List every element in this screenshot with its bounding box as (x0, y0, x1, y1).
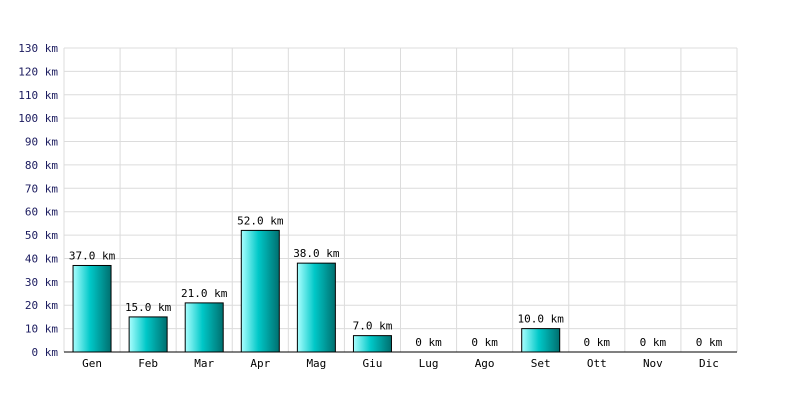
data-label-ago: 0 km (471, 336, 498, 349)
bar-mar (184, 302, 224, 353)
y-tick-label: 80 km (25, 159, 58, 172)
y-tick-label: 130 km (18, 42, 58, 55)
y-tick-label: 30 km (25, 276, 58, 289)
y-tick-label: 110 km (18, 89, 58, 102)
y-tick-label: 70 km (25, 182, 58, 195)
x-axis-ticks: Gen Feb Mar Apr Mag Giu Lug Ago Set Ott Nov Dic (82, 357, 719, 370)
y-tick-label: 40 km (25, 252, 58, 265)
x-tick-label-apr: Apr (250, 357, 270, 370)
x-tick-label-ott: Ott (587, 357, 607, 370)
x-tick-label-mar: Mar (194, 357, 214, 370)
data-labels: 37.0 km 15.0 km 21.0 km 52.0 km 38.0 km 7.0 k… (69, 214, 723, 349)
x-tick-label-mag: Mag (306, 357, 326, 370)
data-label-feb: 15.0 km (125, 301, 172, 314)
x-tick-label-nov: Nov (643, 357, 663, 370)
bar-apr (240, 229, 280, 353)
data-label-mar: 21.0 km (181, 287, 228, 300)
bar-mag (296, 262, 336, 353)
data-label-dic: 0 km (696, 336, 723, 349)
grid (63, 47, 738, 353)
y-tick-label: 90 km (25, 136, 58, 149)
data-label-set: 10.0 km (518, 313, 565, 326)
bar-gen (72, 264, 112, 353)
data-label-giu: 7.0 km (353, 320, 393, 333)
y-tick-label: 50 km (25, 229, 58, 242)
data-label-gen: 37.0 km (69, 249, 116, 262)
data-label-ott: 0 km (584, 336, 611, 349)
y-tick-label: 0 km (32, 346, 59, 359)
x-tick-label-ago: Ago (475, 357, 495, 370)
bar-giu (352, 335, 392, 353)
data-label-nov: 0 km (640, 336, 667, 349)
data-label-lug: 0 km (415, 336, 442, 349)
data-label-mag: 38.0 km (293, 247, 340, 260)
y-axis-ticks: 0 km 10 km 20 km 30 km 40 km 50 km 60 km 70 km 8… (18, 42, 58, 359)
x-tick-label-set: Set (531, 357, 551, 370)
y-tick-label: 100 km (18, 112, 58, 125)
bars (72, 229, 561, 353)
data-label-apr: 52.0 km (237, 214, 284, 227)
y-tick-label: 60 km (25, 206, 58, 219)
y-tick-label: 20 km (25, 299, 58, 312)
x-tick-label-gen: Gen (82, 357, 102, 370)
bar-set (521, 328, 561, 353)
y-tick-label: 120 km (18, 65, 58, 78)
x-tick-label-feb: Feb (138, 357, 158, 370)
x-tick-label-giu: Giu (363, 357, 383, 370)
x-tick-label-lug: Lug (419, 357, 439, 370)
y-tick-label: 10 km (25, 323, 58, 336)
bar-feb (128, 316, 168, 353)
x-tick-label-dic: Dic (699, 357, 719, 370)
